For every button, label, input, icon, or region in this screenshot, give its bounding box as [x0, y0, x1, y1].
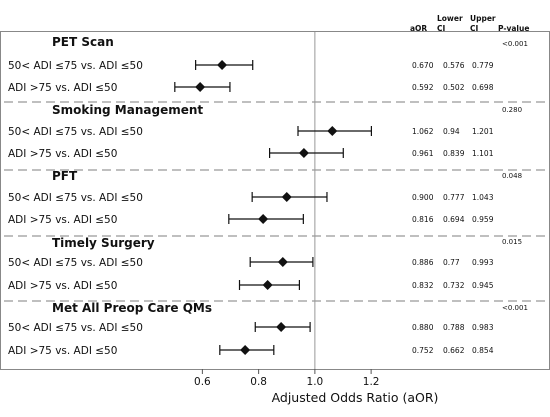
p-value: 0.015: [502, 238, 522, 246]
x-axis-title: Adjusted Odds Ratio (aOR): [272, 390, 439, 405]
upper-ci-value: 0.993: [472, 258, 494, 267]
p-value: 0.048: [502, 172, 522, 180]
row-label: 50< ADI ≤75 vs. ADI ≤50: [8, 126, 143, 138]
aor-value: 0.961: [412, 149, 434, 158]
group-title: Smoking Management: [52, 103, 203, 117]
lower-ci-value: 0.788: [443, 323, 465, 332]
aor-value: 0.816: [412, 215, 434, 224]
row-label: 50< ADI ≤75 vs. ADI ≤50: [8, 60, 143, 72]
header-lower-ci-line2: CI: [437, 24, 446, 33]
group-container: PET Scan <0.001 50< ADI ≤75 vs. ADI ≤50 0.6…: [4, 35, 546, 357]
x-tick-label: 1.2: [363, 376, 380, 388]
estimate-marker: [281, 192, 292, 202]
x-tick-label: 0.8: [250, 376, 267, 388]
estimate-marker: [298, 148, 309, 158]
lower-ci-value: 0.77: [443, 258, 460, 267]
header-aor: aOR: [410, 24, 427, 33]
lower-ci-value: 0.502: [443, 83, 465, 92]
estimate-marker: [240, 345, 251, 355]
aor-value: 0.900: [412, 193, 434, 202]
upper-ci-value: 1.201: [472, 127, 494, 136]
header-lower-ci-line1: Lower: [437, 14, 463, 23]
row-label: ADI >75 vs. ADI ≤50: [8, 345, 117, 357]
p-value: <0.001: [502, 40, 528, 48]
aor-value: 0.880: [412, 323, 434, 332]
aor-value: 0.752: [412, 346, 434, 355]
group-title: Met All Preop Care QMs: [52, 301, 212, 315]
header-upper-ci-line1: Upper: [470, 14, 496, 23]
upper-ci-value: 0.983: [472, 323, 494, 332]
aor-value: 0.832: [412, 281, 434, 290]
upper-ci-value: 0.854: [472, 346, 494, 355]
row-label: ADI >75 vs. ADI ≤50: [8, 148, 117, 160]
aor-value: 0.670: [412, 61, 434, 70]
lower-ci-value: 0.576: [443, 61, 465, 70]
estimate-marker: [262, 280, 273, 290]
x-tick-label: 1.0: [307, 376, 324, 388]
upper-ci-value: 0.698: [472, 83, 494, 92]
group-title: PET Scan: [52, 35, 114, 49]
estimate-marker: [258, 214, 269, 224]
upper-ci-value: 0.959: [472, 215, 494, 224]
row-label: ADI >75 vs. ADI ≤50: [8, 280, 117, 292]
group-title: Timely Surgery: [52, 236, 155, 250]
lower-ci-value: 0.777: [443, 193, 465, 202]
row-label: 50< ADI ≤75 vs. ADI ≤50: [8, 322, 143, 334]
row-label: ADI >75 vs. ADI ≤50: [8, 82, 117, 94]
upper-ci-value: 0.945: [472, 281, 494, 290]
lower-ci-value: 0.662: [443, 346, 465, 355]
lower-ci-value: 0.694: [443, 215, 465, 224]
lower-ci-value: 0.732: [443, 281, 465, 290]
group-title: PFT: [52, 169, 78, 183]
estimate-marker: [195, 82, 206, 92]
estimate-marker: [217, 60, 228, 70]
p-value: 0.280: [502, 106, 522, 114]
x-axis: 0.6 0.8 1.0 1.2: [194, 369, 379, 388]
header-p-value: P-value: [498, 24, 529, 33]
upper-ci-value: 1.101: [472, 149, 494, 158]
p-value: <0.001: [502, 304, 528, 312]
row-label: ADI >75 vs. ADI ≤50: [8, 214, 117, 226]
row-label: 50< ADI ≤75 vs. ADI ≤50: [8, 257, 143, 269]
aor-value: 0.886: [412, 258, 434, 267]
aor-value: 0.592: [412, 83, 434, 92]
estimate-marker: [277, 257, 288, 267]
estimate-marker: [327, 126, 338, 136]
upper-ci-value: 1.043: [472, 193, 494, 202]
upper-ci-value: 0.779: [472, 61, 494, 70]
row-label: 50< ADI ≤75 vs. ADI ≤50: [8, 192, 143, 204]
estimate-marker: [276, 322, 287, 332]
lower-ci-value: 0.94: [443, 127, 460, 136]
x-tick-label: 0.6: [194, 376, 211, 388]
aor-value: 1.062: [412, 127, 434, 136]
lower-ci-value: 0.839: [443, 149, 465, 158]
header-upper-ci-line2: CI: [470, 24, 479, 33]
